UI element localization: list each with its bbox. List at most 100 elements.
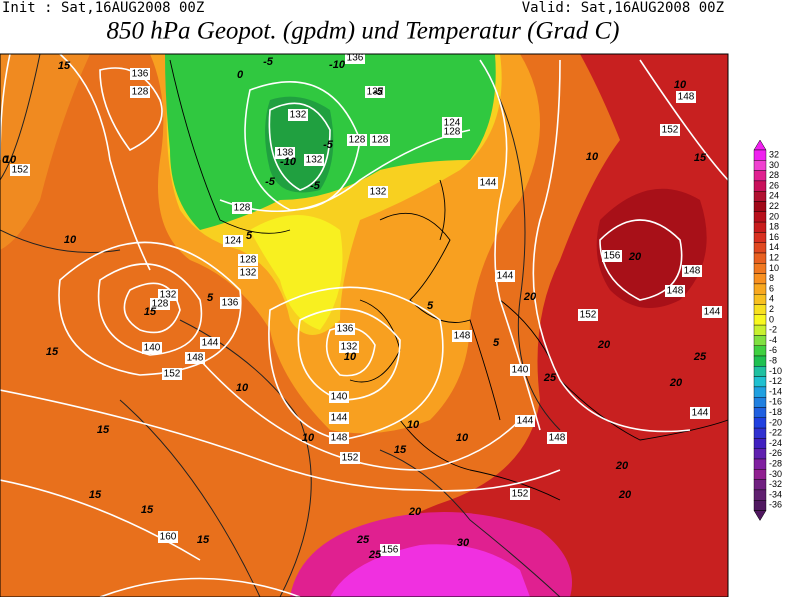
contour-label-box (547, 432, 567, 444)
colorbar-swatch (753, 427, 767, 439)
geopotential-label: 160 (160, 532, 177, 543)
temperature-label: 10 (674, 79, 687, 91)
colorbar-swatch (753, 397, 767, 408)
geopotential-label: 132 (341, 342, 358, 353)
geopotential-label: 140 (144, 343, 161, 354)
geopotential-label: 144 (331, 413, 348, 424)
colorbar-label: 22 (769, 201, 779, 211)
colorbar-label: 4 (769, 294, 774, 304)
temperature-label: 20 (615, 460, 629, 472)
temperature-label: 20 (408, 506, 422, 518)
colorbar-label: -22 (769, 428, 782, 438)
contour-label-box (10, 164, 30, 176)
colorbar-swatch (753, 355, 767, 367)
geopotential-label: 138 (277, 148, 294, 159)
temperature-field (330, 544, 530, 597)
temperature-label: -5 (265, 176, 276, 188)
geopotential-label: 152 (164, 369, 181, 380)
colorbar-swatch (753, 458, 767, 470)
colorbar-label: 2 (769, 304, 774, 314)
colorbar-swatch (753, 294, 767, 305)
geopotential-label: 132 (160, 290, 177, 301)
contour-label-box (158, 531, 178, 543)
colorbar-label: 30 (769, 160, 779, 170)
temperature-label: 5 (493, 337, 500, 349)
geopotential-label: 132 (367, 87, 384, 98)
temperature-field (250, 215, 343, 330)
colorbar-label: -16 (769, 397, 782, 407)
colorbar-label: -8 (769, 356, 777, 366)
contour-label-box (478, 177, 498, 189)
geopotential-label: 152 (512, 489, 529, 500)
contour-label-box (220, 297, 240, 309)
contour-label-box (380, 544, 400, 556)
temperature-label: -5 (263, 56, 274, 68)
geopotential-label: 128 (372, 135, 389, 146)
colorbar-label: 0 (769, 314, 774, 324)
colorbar-label: -36 (769, 500, 782, 510)
contour-label-box (345, 54, 365, 64)
temperature-label: 30 (457, 537, 470, 549)
geopotential-label: 148 (454, 331, 471, 342)
geopotential-label: 144 (202, 338, 219, 349)
temperature-field (596, 188, 707, 308)
geopotential-label: 148 (678, 92, 695, 103)
geopotential-label: 156 (382, 545, 399, 556)
geopotential-label: 132 (240, 268, 257, 279)
colorbar-swatch (753, 283, 767, 295)
contour-label-box (238, 267, 258, 279)
temperature-label: 15 (141, 504, 154, 516)
init-time: Init : Sat,16AUG2008 00Z (2, 0, 204, 16)
contour-label-box (339, 341, 359, 353)
colorbar-swatch (753, 335, 767, 346)
contour-label-box (665, 285, 685, 297)
colorbar-label: -12 (769, 376, 782, 386)
geopotential-label: 148 (549, 433, 566, 444)
contour-label-box (185, 352, 205, 364)
contour-label-box (335, 323, 355, 335)
temperature-label: 25 (693, 351, 707, 363)
geopotential-label: 136 (337, 324, 354, 335)
temperature-field (330, 54, 728, 597)
geopotential-label: 136 (347, 53, 364, 64)
temperature-label: 15 (144, 306, 157, 318)
geopotential-label: 132 (370, 187, 387, 198)
colorbar-swatch (753, 324, 767, 336)
temperature-label: 15 (694, 152, 707, 164)
colorbar-swatch (753, 314, 767, 326)
contour-label-box (515, 415, 535, 427)
colorbar-swatch (753, 221, 767, 233)
geopotential-contour (0, 54, 728, 597)
colorbar-swatch (753, 345, 767, 357)
contour-label-box (368, 186, 388, 198)
geopotential-label: 132 (290, 110, 307, 121)
geopotential-label: 148 (684, 266, 701, 277)
colorbar-label: -28 (769, 459, 782, 469)
temperature-label: -5 (310, 180, 321, 192)
contour-label-box (329, 432, 349, 444)
temperature-label: 10 (302, 432, 315, 444)
colorbar-label: -24 (769, 438, 782, 448)
colorbar-label: -14 (769, 386, 782, 396)
geopotential-label: 140 (512, 365, 529, 376)
contour-label-box (676, 91, 696, 103)
temperature-label: 15 (58, 60, 71, 72)
contour-label-box (495, 270, 515, 282)
colorbar-swatch (753, 190, 767, 202)
temperature-label: 5 (207, 292, 214, 304)
contour-label-box (275, 147, 295, 159)
colorbar-swatch (753, 386, 767, 398)
geopotential-label: 136 (132, 69, 149, 80)
temperature-label: 15 (394, 444, 407, 456)
temperature-label: 0 (2, 154, 9, 166)
colorbar-label: 16 (769, 232, 779, 242)
colorbar-swatch (753, 170, 767, 182)
colorbar-swatch (753, 489, 767, 501)
colorbar-swatch (753, 448, 767, 460)
colorbar-arrow (753, 510, 767, 521)
contour-label-box (602, 250, 622, 262)
temperature-label: 25 (543, 372, 557, 384)
temperature-label: -5 (323, 139, 334, 151)
contour-label-box (365, 86, 385, 98)
